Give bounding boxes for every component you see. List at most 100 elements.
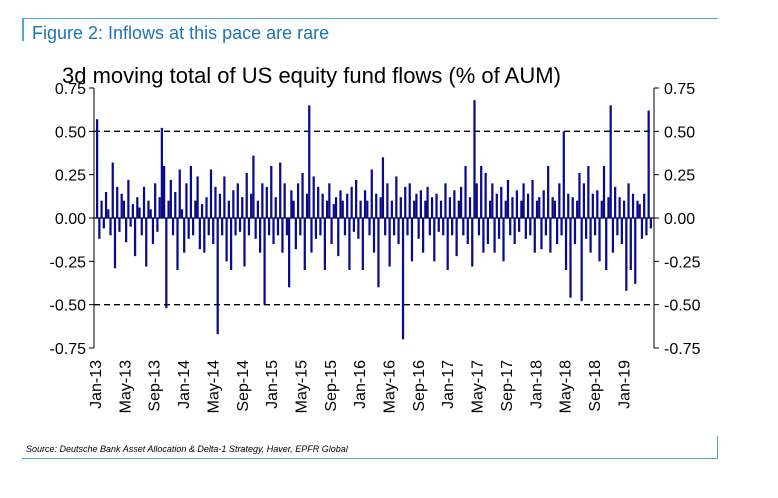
bar <box>386 183 389 218</box>
bar <box>417 218 420 239</box>
bar <box>288 218 291 288</box>
x-tick-label: Sep-16 <box>411 360 428 412</box>
bar <box>629 218 632 270</box>
bar <box>649 218 652 229</box>
bar <box>317 186 320 218</box>
bar <box>497 218 501 239</box>
bar <box>451 218 454 236</box>
bar <box>263 218 266 305</box>
bar <box>176 218 179 270</box>
bar <box>167 200 170 218</box>
bar <box>207 218 210 236</box>
bar <box>261 183 264 218</box>
x-tick-label: Jan-13 <box>88 360 105 409</box>
bar <box>136 197 139 218</box>
bar <box>426 186 429 218</box>
bar <box>363 190 367 218</box>
bar <box>404 186 407 218</box>
title-accent-line <box>22 19 24 41</box>
bar <box>111 162 114 218</box>
bar <box>125 218 128 243</box>
bar <box>625 218 628 291</box>
bar <box>330 218 333 244</box>
bar <box>618 197 621 218</box>
bar <box>560 218 563 236</box>
bar <box>100 200 103 218</box>
bar <box>145 218 148 267</box>
bar <box>341 200 344 218</box>
x-tick-label: Sep-17 <box>499 360 516 412</box>
bar <box>198 218 201 250</box>
bar <box>370 169 373 218</box>
bar <box>259 218 262 253</box>
bar <box>569 218 572 298</box>
x-tick-label: Jan-16 <box>352 360 369 409</box>
x-tick-label: Sep-18 <box>587 360 604 412</box>
bar <box>486 218 489 244</box>
bar <box>133 218 137 257</box>
y-tick-label-left: -0.75 <box>50 341 87 358</box>
y-tick-label-right: -0.25 <box>664 254 701 271</box>
bar <box>238 218 242 232</box>
bar <box>265 186 268 218</box>
bar <box>589 218 592 253</box>
bar <box>435 193 438 218</box>
bar <box>149 209 152 218</box>
bar <box>475 183 478 218</box>
bar <box>283 183 286 218</box>
bar <box>379 197 382 218</box>
bar <box>355 179 358 218</box>
bar <box>183 218 186 253</box>
bar <box>256 200 260 218</box>
bar <box>109 218 112 236</box>
y-tick-label-left: -0.25 <box>50 254 87 271</box>
bar <box>533 218 536 253</box>
bar <box>274 197 277 218</box>
bar <box>544 218 548 236</box>
bar <box>301 172 304 218</box>
bar <box>488 200 492 218</box>
bar <box>471 218 474 267</box>
y-tick-label-left: 0.25 <box>55 168 86 185</box>
figure-label: Figure 2: Inflows at this pace are rare <box>32 23 330 43</box>
bar <box>140 218 143 236</box>
bar <box>203 218 206 253</box>
bar <box>162 166 166 218</box>
bar <box>627 183 630 218</box>
bar <box>292 200 295 218</box>
bar <box>631 193 635 218</box>
bar <box>390 200 393 218</box>
bar <box>598 218 601 262</box>
bar <box>540 218 543 250</box>
x-tick-label: Jan-17 <box>440 360 457 409</box>
bar <box>484 172 487 218</box>
y-tick-label-left: 0.00 <box>55 211 86 228</box>
bar <box>459 186 463 218</box>
bar <box>142 186 146 218</box>
bar <box>196 176 199 218</box>
bar <box>377 218 380 288</box>
bar <box>395 176 398 218</box>
bar <box>611 218 615 253</box>
y-tick-label-left: 0.75 <box>55 81 86 98</box>
bar <box>236 183 239 218</box>
bar <box>422 218 425 253</box>
bar <box>339 190 342 218</box>
bar <box>352 218 356 232</box>
y-tick-label-left: -0.50 <box>50 298 87 315</box>
x-tick-label: May-15 <box>293 360 310 413</box>
y-tick-label-right: 0.00 <box>664 211 695 228</box>
bar <box>524 218 527 239</box>
bar <box>634 218 637 284</box>
bar <box>303 218 306 270</box>
bar <box>178 169 181 218</box>
bar <box>424 200 427 218</box>
bar <box>225 218 228 262</box>
bar <box>361 218 364 270</box>
bar <box>547 166 550 218</box>
bar <box>131 204 134 218</box>
bar <box>366 200 369 218</box>
bar <box>504 200 507 218</box>
bar <box>314 218 318 239</box>
